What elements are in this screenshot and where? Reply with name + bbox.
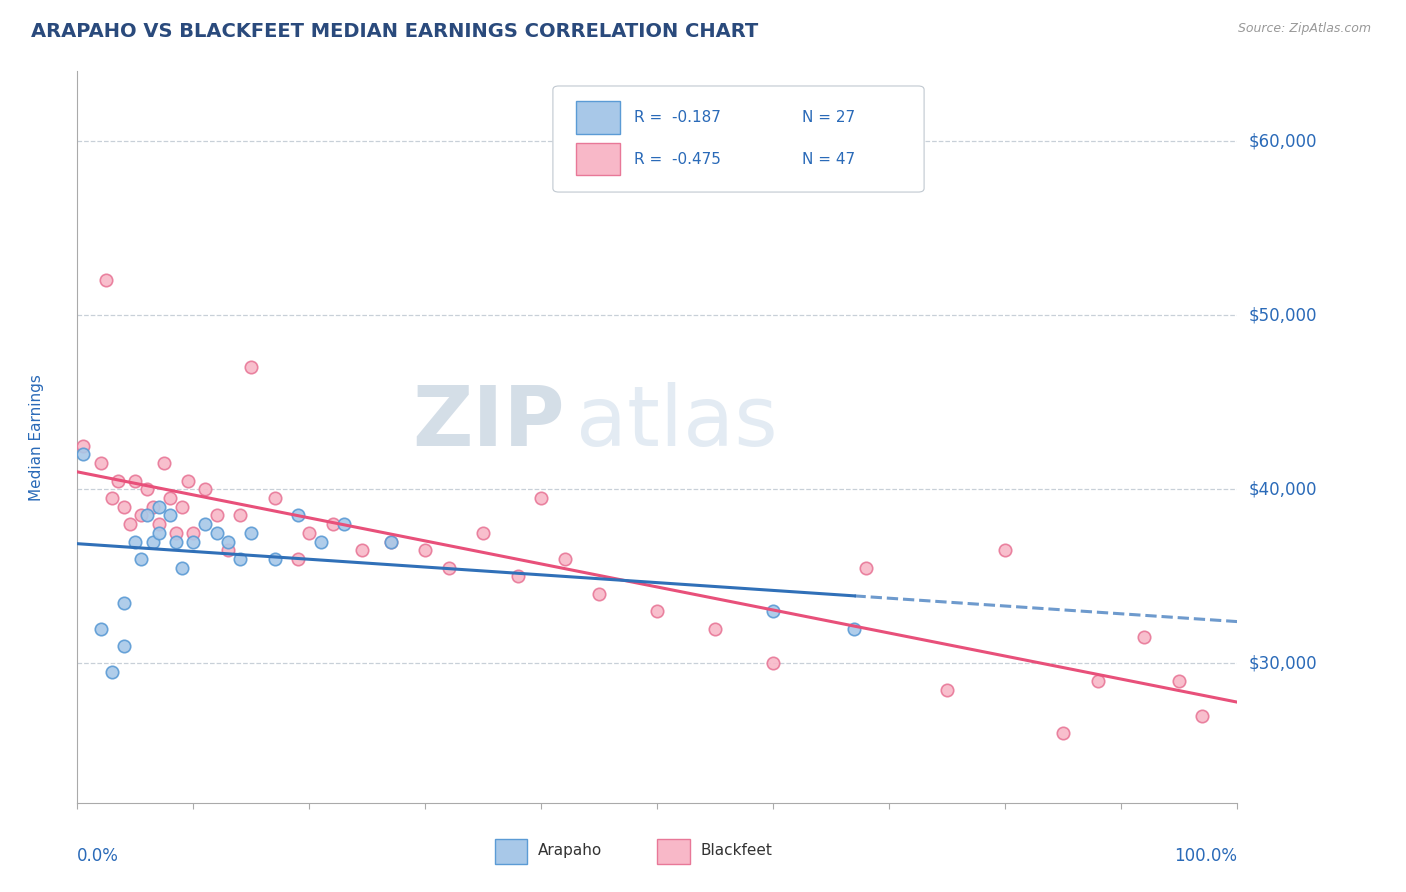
Point (1133, 631, 1156, 645)
Point (176, 474, 198, 488)
Point (129, 508, 152, 523)
Point (112, 639, 135, 653)
Point (101, 665, 124, 680)
FancyBboxPatch shape (553, 86, 924, 192)
Point (287, 508, 309, 523)
Point (647, 604, 669, 618)
Point (554, 552, 576, 566)
Point (124, 534, 146, 549)
Point (588, 587, 610, 601)
Point (112, 500, 135, 514)
Text: R =  -0.187: R = -0.187 (634, 110, 721, 125)
Point (183, 525, 205, 540)
Point (217, 543, 239, 558)
Point (159, 508, 181, 523)
Point (437, 560, 460, 574)
Text: 0.0%: 0.0% (77, 847, 120, 864)
Point (159, 491, 181, 505)
Point (704, 622, 727, 636)
Point (1168, 673, 1191, 688)
Text: 100.0%: 100.0% (1174, 847, 1237, 864)
Text: $40,000: $40,000 (1249, 480, 1317, 499)
Point (506, 569, 529, 583)
Point (90, 622, 111, 636)
Point (170, 500, 193, 514)
Point (263, 491, 285, 505)
Point (413, 543, 436, 558)
Point (240, 525, 263, 540)
FancyBboxPatch shape (658, 838, 690, 863)
Point (194, 483, 217, 497)
Point (855, 560, 877, 574)
Point (298, 525, 321, 540)
Point (228, 508, 252, 523)
Point (380, 534, 402, 549)
Point (762, 604, 785, 618)
Point (101, 491, 124, 505)
Point (142, 500, 165, 514)
Point (72, 448, 94, 462)
Point (194, 517, 217, 532)
Text: Arapaho: Arapaho (538, 843, 602, 858)
Point (165, 525, 187, 540)
Text: ARAPAHO VS BLACKFEET MEDIAN EARNINGS CORRELATION CHART: ARAPAHO VS BLACKFEET MEDIAN EARNINGS COR… (31, 22, 758, 41)
Point (148, 500, 170, 514)
Point (333, 517, 356, 532)
Text: $60,000: $60,000 (1249, 132, 1317, 150)
Point (148, 517, 170, 532)
Point (90, 456, 111, 470)
Point (217, 534, 239, 549)
Text: Source: ZipAtlas.com: Source: ZipAtlas.com (1237, 22, 1371, 36)
Text: atlas: atlas (576, 382, 778, 463)
Point (309, 534, 332, 549)
FancyBboxPatch shape (576, 143, 620, 175)
Point (170, 560, 193, 574)
Point (129, 552, 152, 566)
Text: N = 27: N = 27 (803, 110, 855, 125)
Point (350, 543, 373, 558)
Point (72, 439, 94, 453)
Point (165, 534, 187, 549)
FancyBboxPatch shape (576, 102, 620, 134)
Point (148, 525, 170, 540)
Point (135, 483, 157, 497)
Point (287, 552, 309, 566)
Point (762, 657, 785, 671)
Point (183, 534, 205, 549)
Point (844, 622, 866, 636)
Text: $30,000: $30,000 (1249, 655, 1317, 673)
Point (205, 508, 228, 523)
Point (240, 360, 263, 375)
Point (994, 543, 1017, 558)
Point (135, 508, 157, 523)
Point (472, 525, 495, 540)
Point (1052, 726, 1074, 740)
Text: $50,000: $50,000 (1249, 306, 1317, 324)
Point (530, 491, 553, 505)
Text: N = 47: N = 47 (803, 152, 855, 167)
Point (228, 552, 252, 566)
Point (112, 595, 135, 609)
Point (321, 517, 344, 532)
Text: Median Earnings: Median Earnings (30, 374, 44, 500)
Point (124, 474, 146, 488)
Point (1087, 673, 1109, 688)
Point (142, 534, 165, 549)
Point (107, 474, 129, 488)
FancyBboxPatch shape (495, 838, 527, 863)
Text: R =  -0.475: R = -0.475 (634, 152, 721, 167)
Text: ZIP: ZIP (412, 382, 565, 463)
Point (118, 517, 141, 532)
Point (380, 534, 402, 549)
Point (1191, 708, 1213, 723)
Point (153, 456, 176, 470)
Text: Blackfeet: Blackfeet (700, 843, 772, 858)
Point (936, 682, 959, 697)
Point (96, 273, 118, 287)
Point (205, 525, 228, 540)
Point (263, 552, 285, 566)
